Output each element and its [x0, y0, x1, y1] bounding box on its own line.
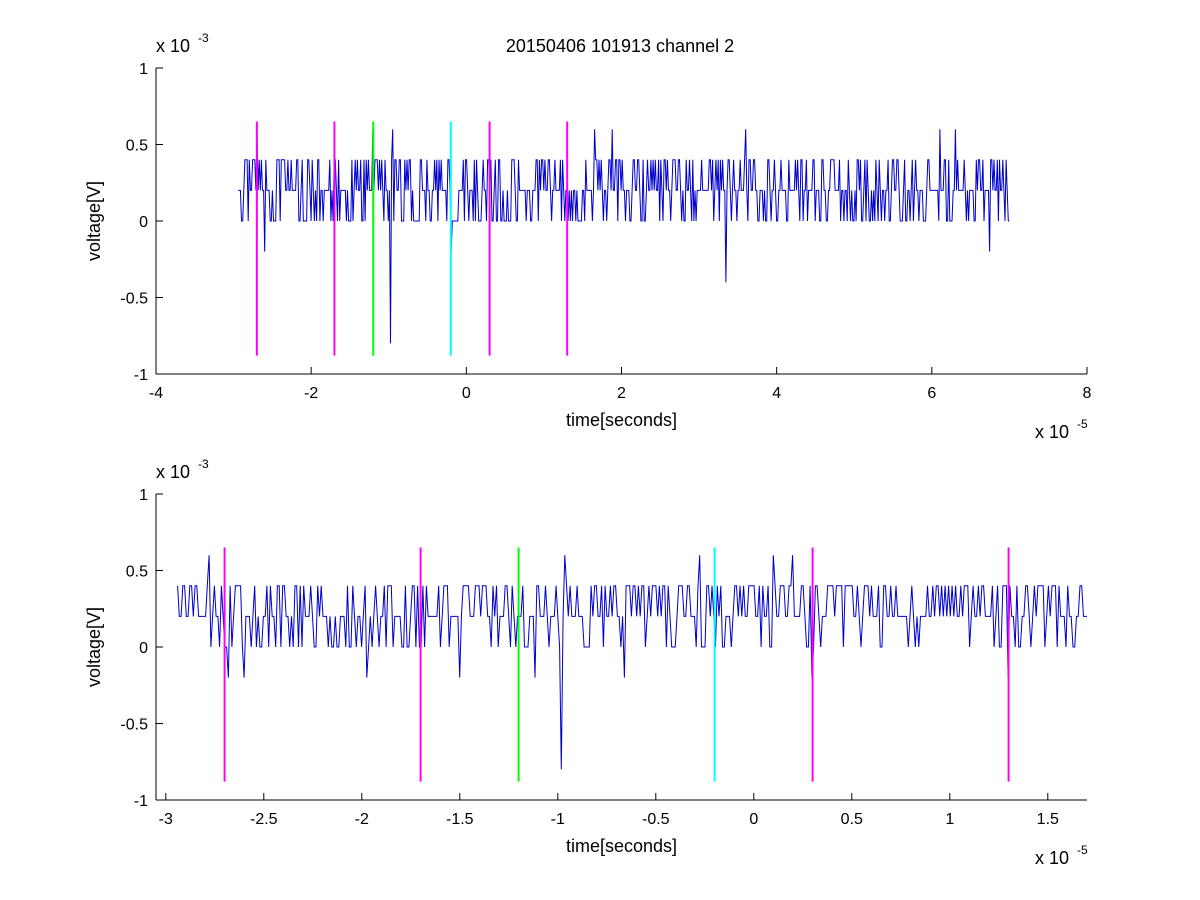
y-tick-label: 1: [139, 61, 148, 78]
y-tick-label: -0.5: [120, 717, 148, 734]
x-axis-label: time[seconds]: [566, 410, 677, 430]
x-tick-label: -4: [149, 385, 163, 402]
y-axis-label: voltage[V]: [84, 607, 104, 687]
x-tick-label: 0.5: [841, 811, 863, 828]
y-tick-label: -0.5: [120, 291, 148, 308]
x-axis-label: time[seconds]: [566, 836, 677, 856]
x-exponent-power: -5: [1077, 417, 1088, 431]
y-exponent-label: x 10: [156, 36, 190, 56]
y-tick-label: 0.5: [126, 564, 148, 581]
x-tick-label: 1.5: [1037, 811, 1059, 828]
y-axis-label: voltage[V]: [84, 181, 104, 261]
y-tick-label: -1: [134, 793, 148, 810]
x-tick-label: 4: [772, 385, 781, 402]
y-exponent-power: -3: [198, 31, 209, 45]
y-exponent-power: -3: [198, 457, 209, 471]
x-tick-label: -2: [355, 811, 369, 828]
x-tick-label: -1: [551, 811, 565, 828]
x-exponent-power: -5: [1077, 843, 1088, 857]
y-tick-label: 0: [139, 214, 148, 231]
x-tick-label: 0: [749, 811, 758, 828]
x-tick-label: 0: [462, 385, 471, 402]
y-tick-label: 0.5: [126, 138, 148, 155]
x-tick-label: -0.5: [642, 811, 670, 828]
y-tick-label: 0: [139, 640, 148, 657]
bottom-plot: -3 -2.5 -2 -1.5 -1 -0.5 0 0.5 1 1.510.50-0.5-1tim…: [84, 457, 1088, 868]
signal-trace: [177, 555, 1087, 770]
signal-trace: [238, 129, 1010, 344]
x-tick-label: -1.5: [446, 811, 474, 828]
x-tick-label: 1: [945, 811, 954, 828]
x-tick-label: 2: [617, 385, 626, 402]
chart-title: 20150406 101913 channel 2: [506, 36, 734, 56]
x-exponent-label: x 10: [1035, 848, 1069, 868]
x-tick-label: -2.5: [250, 811, 278, 828]
y-exponent-label: x 10: [156, 462, 190, 482]
y-tick-label: -1: [134, 367, 148, 384]
y-tick-label: 1: [139, 487, 148, 504]
x-tick-label: 6: [927, 385, 936, 402]
x-tick-label: -3: [159, 811, 173, 828]
top-plot: -4 -2 0 2 4 6 8 1 0.5 0 -0.5 -1 time[seconds] voltage…: [84, 31, 1092, 442]
x-tick-label: -2: [304, 385, 318, 402]
x-tick-label: 8: [1083, 385, 1092, 402]
x-exponent-label: x 10: [1035, 422, 1069, 442]
